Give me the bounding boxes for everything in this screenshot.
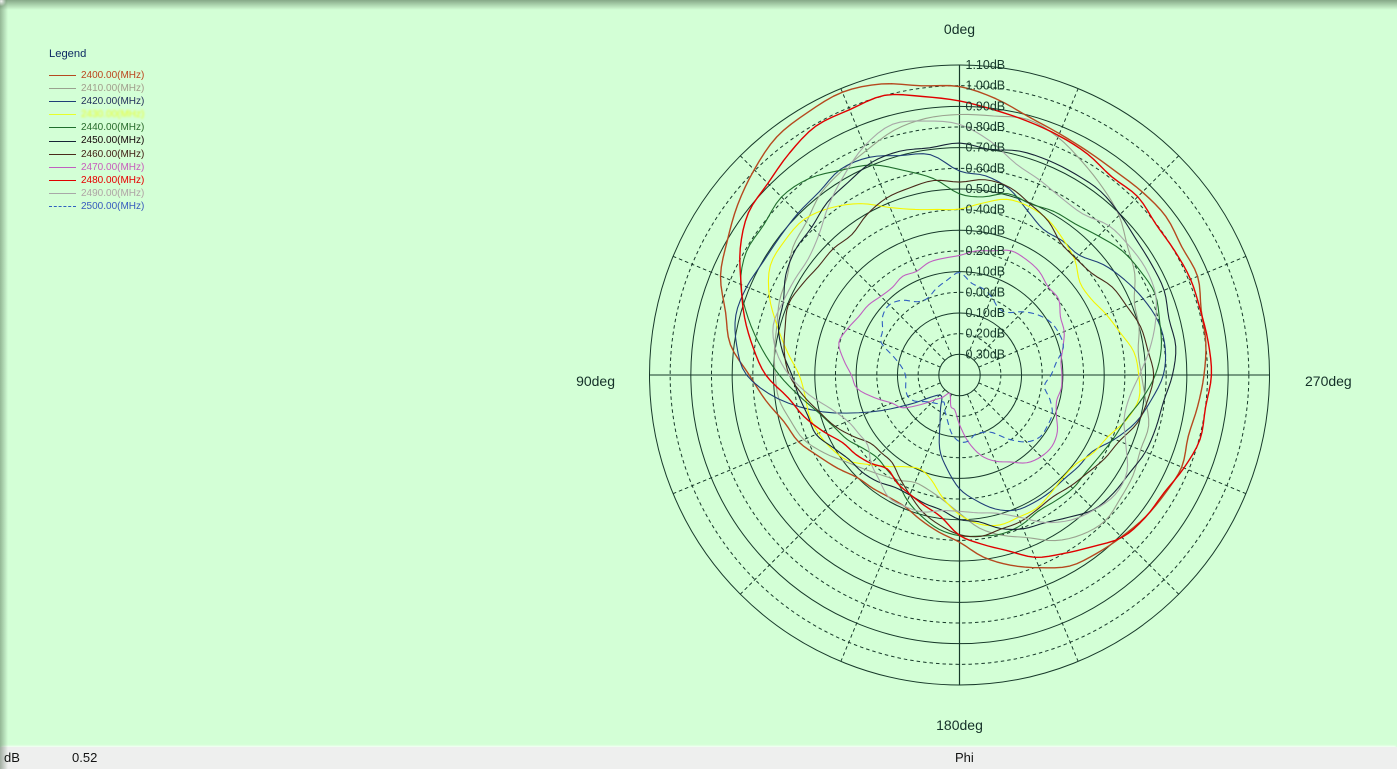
- svg-text:0deg: 0deg: [944, 21, 975, 37]
- svg-text:0.60dB: 0.60dB: [966, 161, 1006, 175]
- svg-text:0.20dB: 0.20dB: [966, 244, 1006, 258]
- svg-text:0.20dB: 0.20dB: [966, 327, 1006, 341]
- svg-text:180deg: 180deg: [936, 717, 983, 733]
- svg-text:0.30dB: 0.30dB: [966, 223, 1006, 237]
- svg-text:1.00dB: 1.00dB: [966, 79, 1006, 93]
- svg-text:270deg: 270deg: [1305, 373, 1352, 389]
- svg-text:0.40dB: 0.40dB: [966, 203, 1006, 217]
- svg-text:0.30dB: 0.30dB: [966, 347, 1006, 361]
- svg-text:0.90dB: 0.90dB: [966, 99, 1006, 113]
- svg-text:0.70dB: 0.70dB: [966, 141, 1006, 155]
- svg-text:0.00dB: 0.00dB: [966, 285, 1006, 299]
- svg-text:0.50dB: 0.50dB: [966, 182, 1006, 196]
- svg-text:0.10dB: 0.10dB: [966, 265, 1006, 279]
- svg-text:1.10dB: 1.10dB: [966, 58, 1006, 72]
- svg-text:0.80dB: 0.80dB: [966, 120, 1006, 134]
- svg-text:90deg: 90deg: [576, 373, 615, 389]
- svg-text:0.10dB: 0.10dB: [966, 306, 1006, 320]
